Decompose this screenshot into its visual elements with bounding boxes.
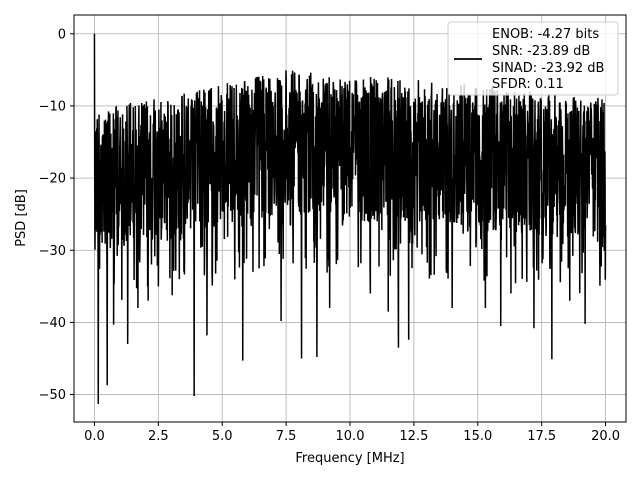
x-tick-label: 17.5 — [527, 429, 556, 444]
x-tick-label: 12.5 — [399, 429, 428, 444]
y-tick-label: 0 — [58, 27, 66, 42]
y-tick-label: −30 — [39, 244, 66, 259]
y-axis-ticks: 0 −10 −20 −30 −40 −50 — [39, 27, 74, 403]
x-tick-label: 2.5 — [148, 429, 169, 444]
y-axis-label: PSD [dB] — [14, 189, 29, 247]
y-tick-label: −20 — [39, 172, 66, 187]
legend-sfdr: SFDR: 0.11 — [492, 77, 564, 92]
x-axis-ticks: 0.0 2.5 5.0 7.5 10.0 12.5 15.0 17.5 20.0 — [84, 422, 620, 444]
x-tick-label: 20.0 — [591, 429, 620, 444]
legend: ENOB: -4.27 bits SNR: -23.89 dB SINAD: -… — [447, 21, 619, 96]
x-axis-label: Frequency [MHz] — [295, 451, 404, 466]
psd-series-line — [93, 33, 607, 404]
x-tick-label: 0.0 — [84, 429, 105, 444]
y-tick-label: −50 — [39, 388, 66, 403]
legend-sinad: SINAD: -23.92 dB — [492, 61, 604, 76]
y-tick-label: −10 — [39, 99, 66, 114]
x-tick-label: 7.5 — [276, 429, 297, 444]
legend-enob: ENOB: -4.27 bits — [492, 27, 599, 42]
x-tick-label: 5.0 — [212, 429, 233, 444]
legend-box — [447, 21, 619, 96]
y-tick-label: −40 — [39, 316, 66, 331]
legend-snr: SNR: -23.89 dB — [492, 44, 590, 59]
x-tick-label: 15.0 — [463, 429, 492, 444]
x-tick-label: 10.0 — [336, 429, 365, 444]
